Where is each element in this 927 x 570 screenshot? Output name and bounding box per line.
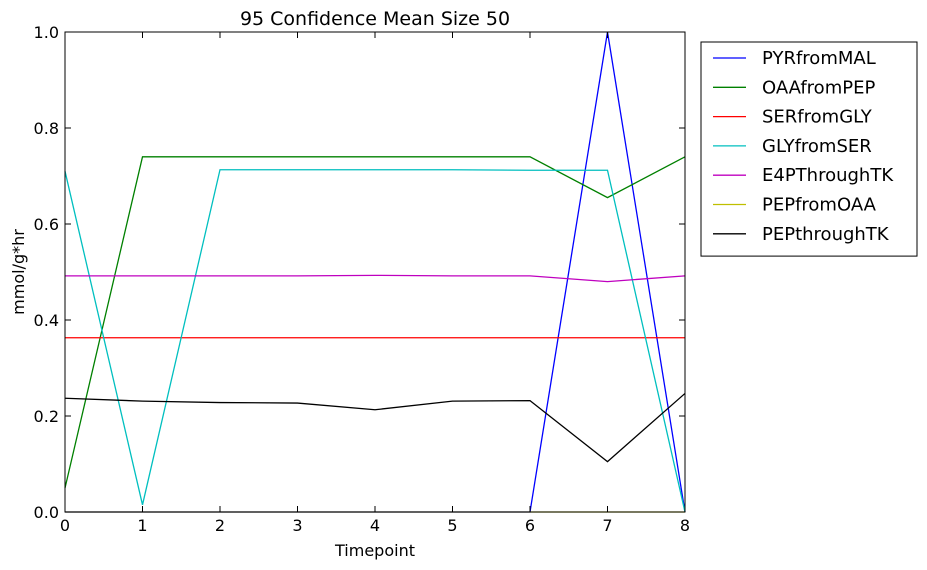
legend-label-SERfromGLY: SERfromGLY xyxy=(762,107,873,128)
x-tick-label: 7 xyxy=(602,516,612,535)
y-axis-label: mmol/g*hr xyxy=(9,229,28,315)
chart-title: 95 Confidence Mean Size 50 xyxy=(240,8,510,30)
y-tick-label: 1.0 xyxy=(34,23,59,42)
plot-frame xyxy=(64,31,686,513)
x-tick-label: 3 xyxy=(292,516,302,535)
series-line-E4PThroughTK xyxy=(65,274,686,283)
legend-label-GLYfromSER: GLYfromSER xyxy=(762,136,872,157)
series-layer xyxy=(64,31,686,513)
legend-label-E4PThroughTK: E4PThroughTK xyxy=(762,165,894,186)
x-tick-label: 1 xyxy=(137,516,147,535)
x-tick-label: 6 xyxy=(525,516,535,535)
x-tick-label: 8 xyxy=(680,516,690,535)
series-line-PEPthroughTK xyxy=(64,392,686,463)
legend-label-OAAfromPEP: OAAfromPEP xyxy=(762,77,875,98)
legend-label-PYRfromMAL: PYRfromMAL xyxy=(762,48,876,69)
legend-label-PEPthroughTK: PEPthroughTK xyxy=(762,224,890,245)
y-tick-label: 0.2 xyxy=(34,407,59,426)
legend-label-PEPfromOAA: PEPfromOAA xyxy=(762,195,877,216)
series-line-OAAfromPEP xyxy=(64,156,686,489)
x-tick-label: 0 xyxy=(60,516,70,535)
legend-box xyxy=(700,41,918,257)
x-tick-label: 2 xyxy=(215,516,225,535)
x-axis-label: Timepoint xyxy=(334,541,415,560)
y-tick-label: 0.0 xyxy=(34,503,59,522)
y-tick-label: 0.8 xyxy=(34,119,59,138)
y-tick-label: 0.6 xyxy=(34,215,59,234)
x-tick-label: 5 xyxy=(447,516,457,535)
series-line-GLYfromSER xyxy=(64,169,686,513)
legend: PYRfromMAL OAAfromPEP SERfromGLY GLYfromSER… xyxy=(700,41,918,257)
x-tick-label: 4 xyxy=(370,516,380,535)
y-tick-label: 0.4 xyxy=(34,311,59,330)
